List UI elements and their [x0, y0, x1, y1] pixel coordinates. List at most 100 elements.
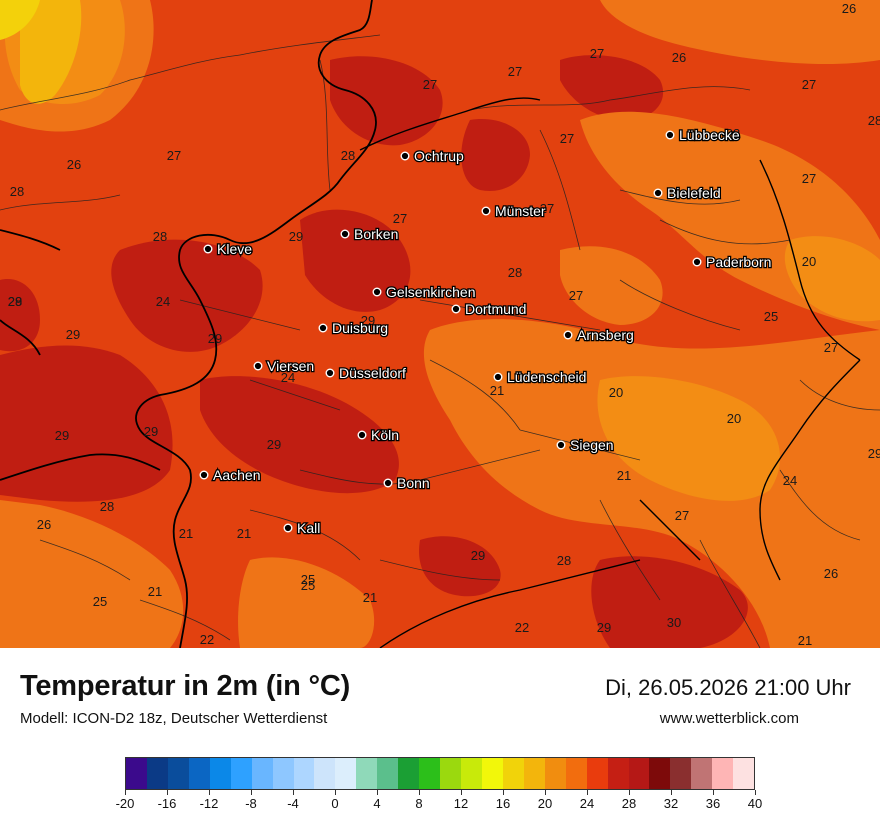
- legend-tick-label: -20: [115, 796, 135, 811]
- model-subtitle: Modell: ICON-D2 18z, Deutscher Wetterdie…: [20, 710, 328, 727]
- temperature-value: 28: [508, 265, 522, 280]
- legend-swatch: [126, 758, 147, 789]
- temperature-value: 29: [208, 331, 222, 346]
- city-label: Kall: [297, 520, 320, 536]
- legend-tick-label: -16: [157, 796, 177, 811]
- temperature-value: 20: [802, 254, 816, 269]
- legend-tick-mark: [629, 790, 630, 795]
- city-dot: [325, 368, 335, 378]
- legend-tick-label: 24: [579, 796, 595, 811]
- legend-tick-mark: [251, 790, 252, 795]
- temperature-value: 27: [569, 288, 583, 303]
- temperature-value: 28: [341, 148, 355, 163]
- legend-swatch: [293, 758, 315, 789]
- city-marker: Lübbecke: [665, 126, 741, 144]
- legend-swatch: [607, 758, 629, 789]
- temperature-value: 29: [868, 446, 880, 461]
- city-label: Borken: [354, 226, 398, 242]
- city-marker: Viersen: [253, 357, 316, 375]
- legend-swatch: [209, 758, 231, 789]
- temperature-value: 30: [667, 615, 681, 630]
- temperature-value: 29: [597, 620, 611, 635]
- legend-tick-label: 36: [705, 796, 721, 811]
- city-dot: [199, 470, 209, 480]
- state-border: [359, 97, 861, 648]
- city-marker: Gelsenkirchen: [372, 283, 477, 301]
- temperature-value: 27: [802, 77, 816, 92]
- legend-swatch: [544, 758, 566, 789]
- city-marker: Duisburg: [318, 319, 389, 337]
- legend-labels: -20 -16 -12 -8 -4 0 4 8 12 16 20 24 28 32 36 40: [116, 796, 763, 814]
- temperature-value: 24: [281, 370, 295, 385]
- temperature-value: 27: [423, 77, 437, 92]
- city-label: Köln: [371, 427, 399, 443]
- temperature-value: 29: [267, 437, 281, 452]
- temperature-value: 28: [557, 553, 571, 568]
- city-marker: Kall: [283, 519, 322, 537]
- map-title: Temperatur in 2m (in °C): [20, 670, 351, 702]
- legend-swatch: [377, 758, 399, 789]
- temperature-value: 26: [824, 566, 838, 581]
- city-label: Viersen: [267, 358, 314, 374]
- city-dot: [357, 430, 367, 440]
- city-dot: [253, 361, 263, 371]
- legend-swatch: [188, 758, 210, 789]
- city-markers: Ochtrup Lübbecke Bielefeld Münster Borken Kle…: [199, 126, 773, 537]
- legend-swatch: [649, 758, 671, 789]
- legend-swatch: [440, 758, 461, 789]
- legend-tick-label: 12: [453, 796, 469, 811]
- legend-swatch: [481, 758, 503, 789]
- temperature-value: 27: [824, 340, 838, 355]
- city-marker: Paderborn: [692, 253, 773, 271]
- temperature-value: 29: [144, 424, 158, 439]
- city-dot: [283, 523, 293, 533]
- legend-tick-label: 28: [621, 796, 637, 811]
- legend-tick-mark: [461, 790, 462, 795]
- temperature-value: 29: [471, 548, 485, 563]
- temperature-value: 26: [672, 50, 686, 65]
- city-marker: Bielefeld: [653, 184, 722, 202]
- legend-tick-label: 32: [663, 796, 679, 811]
- legend-tick-label: 8: [415, 796, 423, 811]
- temperature-value: 28: [100, 499, 114, 514]
- legend-tick-mark: [293, 790, 294, 795]
- temperature-value: 26: [67, 157, 81, 172]
- legend-swatch: [335, 758, 357, 789]
- city-marker: Borken: [340, 225, 400, 243]
- temperature-value: 27: [393, 211, 407, 226]
- temperature-value: 29: [55, 428, 69, 443]
- temperature-value: 26: [37, 517, 51, 532]
- temperature-value: 27: [675, 508, 689, 523]
- district-borders: [0, 34, 880, 648]
- legend-tick-mark: [335, 790, 336, 795]
- city-marker: Dortmund: [451, 300, 528, 318]
- legend-tick-mark: [503, 790, 504, 795]
- city-dot: [653, 188, 663, 198]
- city-dot: [400, 151, 410, 161]
- city-label: Dortmund: [465, 301, 526, 317]
- legend-tick-label: 16: [495, 796, 511, 811]
- city-dot: [318, 323, 328, 333]
- city-label: Siegen: [570, 437, 614, 453]
- city-marker: Lüdenscheid: [493, 368, 588, 386]
- city-dot: [665, 130, 675, 140]
- legend-swatch: [419, 758, 441, 789]
- temperature-value: 24: [783, 473, 797, 488]
- city-marker: Ochtrup: [400, 147, 465, 165]
- temperature-value: 21: [237, 526, 251, 541]
- temperature-value: 21: [179, 526, 193, 541]
- temperature-value: 29: [361, 313, 375, 328]
- legend-swatch: [733, 758, 755, 789]
- temperature-value: 29: [8, 294, 22, 309]
- legend-tick-label: 40: [747, 796, 763, 811]
- city-dot: [340, 229, 350, 239]
- temperature-value: 27: [167, 148, 181, 163]
- city-marker: Köln: [357, 426, 400, 444]
- city-dot: [493, 372, 503, 382]
- website-link[interactable]: www.wetterblick.com: [659, 710, 799, 727]
- city-marker: Düsseldorf: [325, 364, 407, 382]
- legend-tick-label: 0: [331, 796, 339, 811]
- temperature-value: 21: [490, 383, 504, 398]
- temperature-value: 25: [93, 594, 107, 609]
